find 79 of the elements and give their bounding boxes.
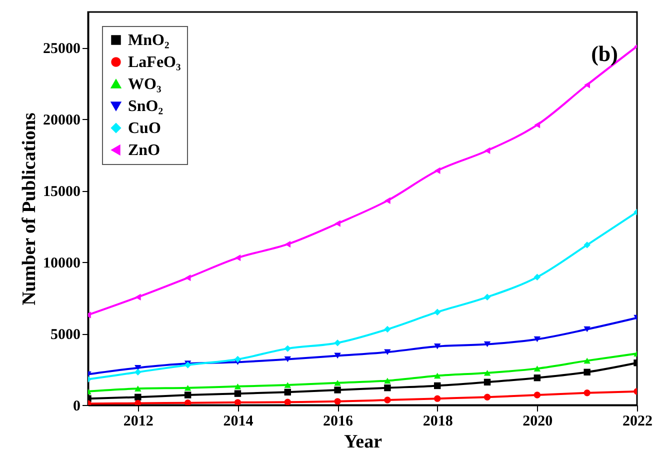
point <box>134 386 142 392</box>
x-tick-label: 2012 <box>123 414 154 430</box>
point <box>284 398 291 405</box>
point <box>134 400 142 405</box>
point <box>284 382 291 388</box>
point <box>334 220 340 227</box>
y-axis-title: Number of Publications <box>19 112 40 306</box>
point <box>284 356 291 362</box>
point <box>234 390 242 397</box>
point <box>534 392 541 398</box>
legend-label: ZnO <box>128 142 160 159</box>
point <box>184 384 192 391</box>
point <box>334 352 341 359</box>
line-series <box>88 314 637 378</box>
point <box>134 394 142 400</box>
legend-label: SnO₂ <box>128 98 164 115</box>
point <box>534 374 541 382</box>
point <box>534 274 541 280</box>
point <box>434 167 440 174</box>
y-tick-label: 15000 <box>43 184 80 200</box>
x-tick-label: 2018 <box>422 414 453 430</box>
point <box>334 380 341 386</box>
line-series <box>88 350 637 394</box>
point <box>134 368 142 376</box>
point <box>584 242 590 248</box>
point <box>534 122 540 128</box>
point <box>484 294 491 300</box>
point <box>384 384 391 392</box>
annotation: (b) <box>591 41 618 66</box>
point <box>484 341 491 348</box>
point <box>584 358 590 364</box>
legend-label: WO₃ <box>128 76 162 93</box>
y-tick-label: 5000 <box>50 327 80 344</box>
point <box>384 326 391 333</box>
point <box>534 336 541 342</box>
point <box>135 294 141 300</box>
legend-label: MnO₂ <box>128 32 170 49</box>
point <box>184 392 192 398</box>
point <box>234 384 242 390</box>
point <box>334 386 341 394</box>
point <box>234 356 242 363</box>
point <box>484 394 491 400</box>
point <box>584 82 590 88</box>
point <box>484 370 491 376</box>
point <box>484 378 491 386</box>
x-tick-label: 2022 <box>622 414 652 430</box>
point <box>284 240 291 248</box>
point <box>184 274 191 282</box>
y-tick-label: 10000 <box>43 256 80 272</box>
legend-label: CuO <box>128 120 161 137</box>
x-axis-title: Year <box>344 432 383 452</box>
point <box>384 378 391 384</box>
point <box>284 388 291 396</box>
point <box>484 147 490 154</box>
point <box>434 382 441 390</box>
legend-label: LaFeO₃ <box>128 54 181 71</box>
y-tick-label: 25000 <box>43 41 80 58</box>
x-tick-label: 2014 <box>223 414 254 430</box>
point <box>384 396 391 404</box>
point <box>434 308 441 316</box>
point <box>434 372 441 379</box>
point <box>434 344 441 350</box>
point <box>584 326 590 332</box>
point <box>534 366 541 372</box>
point <box>584 390 590 396</box>
y-tick-label: 20000 <box>43 112 80 129</box>
x-tick-label: 2020 <box>522 414 553 430</box>
point <box>334 398 341 405</box>
point <box>284 345 291 352</box>
point <box>584 368 590 376</box>
point <box>384 197 390 204</box>
point <box>384 349 391 356</box>
x-tick-label: 2016 <box>323 414 354 430</box>
point <box>334 339 341 346</box>
point <box>184 400 192 405</box>
point <box>234 254 241 262</box>
point <box>234 399 242 405</box>
y-tick-label: 0 <box>73 398 80 414</box>
point <box>434 395 441 402</box>
